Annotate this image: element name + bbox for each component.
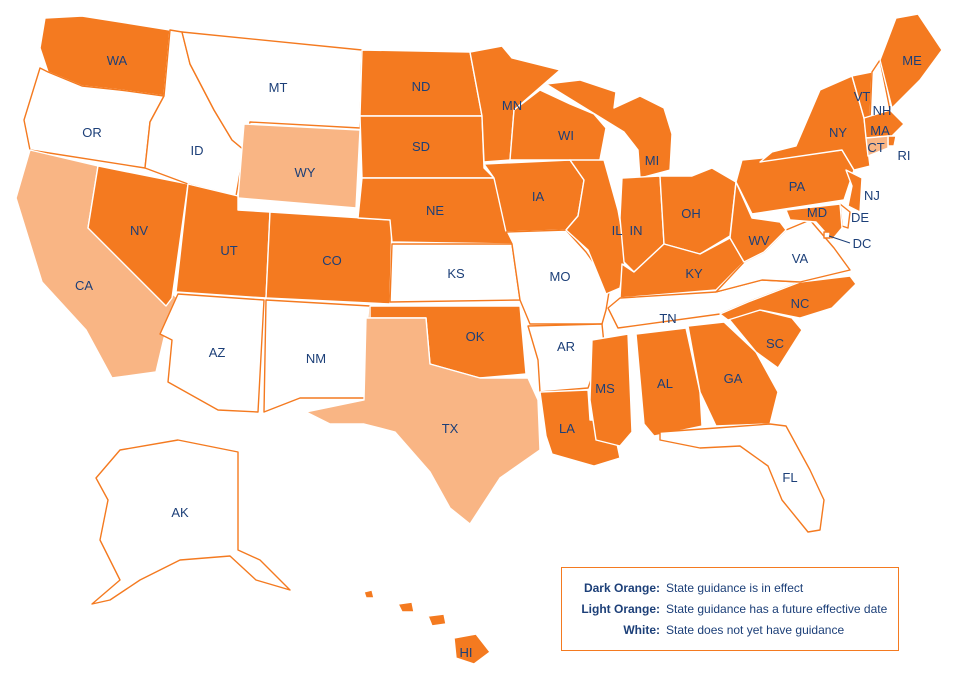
state-hi [453, 633, 491, 665]
state-label-nj: NJ [864, 188, 880, 203]
state-label-ut: UT [220, 243, 237, 258]
legend: Dark Orange: State guidance is in effect… [561, 567, 899, 651]
state-label-ok: OK [466, 329, 485, 344]
state-label-dc: DC [853, 236, 872, 251]
state-label-ak: AK [171, 505, 189, 520]
state-nj [845, 169, 863, 213]
state-label-fl: FL [782, 470, 797, 485]
state-label-me: ME [902, 53, 922, 68]
state-label-mt: MT [269, 80, 288, 95]
state-label-ny: NY [829, 125, 847, 140]
state-label-in: IN [630, 223, 643, 238]
state-label-wy: WY [295, 165, 316, 180]
state-hi [397, 601, 415, 613]
dc-leader-line [828, 235, 851, 244]
state-ga [687, 321, 779, 427]
state-label-il: IL [612, 223, 623, 238]
state-me [879, 13, 943, 109]
state-label-al: AL [657, 376, 673, 391]
state-nm [263, 299, 371, 413]
state-label-ca: CA [75, 278, 93, 293]
state-label-ma: MA [870, 123, 890, 138]
state-tx [305, 317, 541, 525]
state-label-ms: MS [595, 381, 615, 396]
state-label-wi: WI [558, 128, 574, 143]
state-label-vt: VT [854, 89, 871, 104]
state-label-az: AZ [209, 345, 226, 360]
state-ut [175, 183, 271, 299]
state-label-wa: WA [107, 53, 128, 68]
state-label-mi: MI [645, 153, 659, 168]
state-label-ga: GA [724, 371, 743, 386]
state-label-mo: MO [550, 269, 571, 284]
state-label-nv: NV [130, 223, 148, 238]
state-label-nd: ND [412, 79, 431, 94]
legend-desc: State guidance has a future effective da… [666, 602, 888, 616]
state-label-la: LA [559, 421, 575, 436]
legend-key: Light Orange: [581, 602, 660, 616]
state-hi [363, 589, 375, 599]
state-dc [823, 231, 831, 239]
state-label-de: DE [851, 210, 869, 225]
state-label-ia: IA [532, 189, 545, 204]
state-label-wv: WV [749, 233, 770, 248]
state-al [635, 327, 703, 437]
state-ms [589, 333, 633, 447]
labels-layer: WA OR CA NV ID MT WY UT AZ CO NM ND SD NE KS OK TX MN IA MO… [75, 53, 922, 660]
state-label-or: OR [82, 125, 102, 140]
state-hi [427, 613, 447, 627]
state-label-oh: OH [681, 206, 701, 221]
state-la [539, 389, 621, 467]
state-label-mn: MN [502, 98, 522, 113]
legend-key: Dark Orange: [583, 581, 660, 595]
state-wi [509, 89, 607, 181]
state-sd [359, 115, 495, 179]
state-label-nh: NH [873, 103, 892, 118]
legend-row-dark-orange: Dark Orange: State guidance is in effect [572, 578, 888, 599]
state-md [785, 203, 843, 241]
state-label-ct: CT [867, 140, 884, 155]
state-ak [91, 439, 291, 605]
state-label-pa: PA [789, 179, 806, 194]
state-ar [527, 323, 605, 393]
state-label-nc: NC [791, 296, 810, 311]
state-label-ar: AR [557, 339, 575, 354]
legend-row-light-orange: Light Orange: State guidance has a futur… [572, 599, 888, 620]
state-label-sd: SD [412, 139, 430, 154]
state-label-co: CO [322, 253, 342, 268]
state-nc [719, 275, 857, 321]
state-label-nm: NM [306, 351, 326, 366]
legend-desc: State guidance is in effect [666, 581, 804, 595]
state-co [265, 211, 393, 305]
state-label-md: MD [807, 205, 827, 220]
state-label-tx: TX [442, 421, 459, 436]
state-il [565, 159, 627, 295]
state-label-sc: SC [766, 336, 784, 351]
state-ma [863, 109, 905, 139]
state-ct [865, 135, 889, 157]
state-mi [545, 79, 673, 179]
state-label-id: ID [191, 143, 204, 158]
state-fl [659, 423, 825, 533]
state-label-ks: KS [447, 266, 465, 281]
state-wy [237, 123, 361, 209]
state-mo [505, 229, 611, 325]
legend-row-white: White: State does not yet have guidance [572, 620, 888, 641]
state-label-ne: NE [426, 203, 444, 218]
state-label-ky: KY [685, 266, 703, 281]
legend-key: White: [623, 623, 660, 637]
state-label-tn: TN [659, 311, 676, 326]
state-label-hi: HI [460, 645, 473, 660]
legend-desc: State does not yet have guidance [666, 623, 845, 637]
state-az [159, 293, 265, 413]
states-layer [15, 13, 943, 665]
state-label-ri: RI [898, 148, 911, 163]
state-label-va: VA [792, 251, 809, 266]
